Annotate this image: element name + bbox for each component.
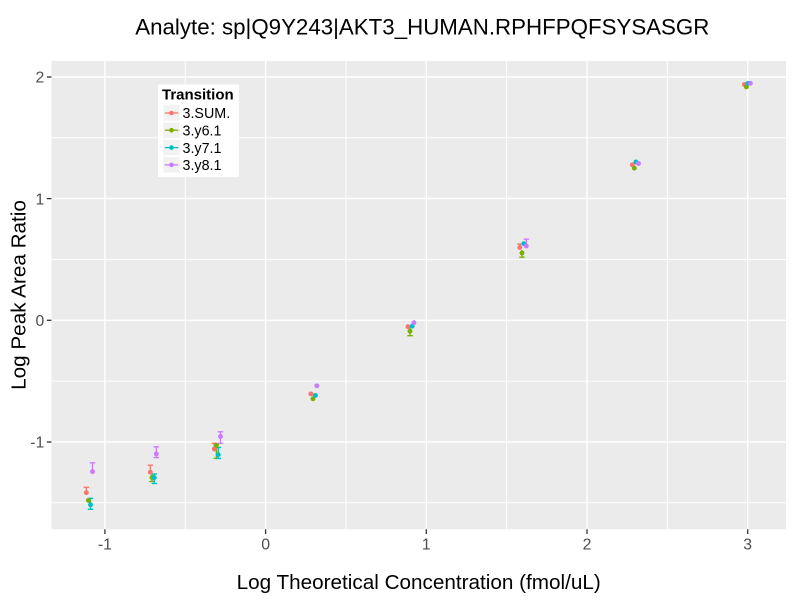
svg-text:Log Peak Area Ratio: Log Peak Area Ratio xyxy=(7,200,30,390)
svg-text:Analyte: sp|Q9Y243|AKT3_HUMAN.: Analyte: sp|Q9Y243|AKT3_HUMAN.RPHFPQFSYS… xyxy=(135,14,709,39)
svg-text:3.y7.1: 3.y7.1 xyxy=(183,141,222,157)
svg-text:1: 1 xyxy=(422,536,431,553)
svg-text:-1: -1 xyxy=(30,435,44,452)
svg-text:0: 0 xyxy=(36,313,45,330)
svg-text:3.y8.1: 3.y8.1 xyxy=(183,158,222,174)
svg-text:-1: -1 xyxy=(98,536,112,553)
svg-text:0: 0 xyxy=(261,536,270,553)
svg-text:3.SUM.: 3.SUM. xyxy=(183,106,231,122)
svg-text:3: 3 xyxy=(743,536,752,553)
svg-text:Log Theoretical Concentration: Log Theoretical Concentration (fmol/uL) xyxy=(237,571,601,594)
svg-text:2: 2 xyxy=(583,536,592,553)
svg-text:3.y6.1: 3.y6.1 xyxy=(183,123,222,139)
svg-text:1: 1 xyxy=(36,191,45,208)
svg-text:Transition: Transition xyxy=(162,87,234,104)
svg-text:2: 2 xyxy=(36,70,45,87)
